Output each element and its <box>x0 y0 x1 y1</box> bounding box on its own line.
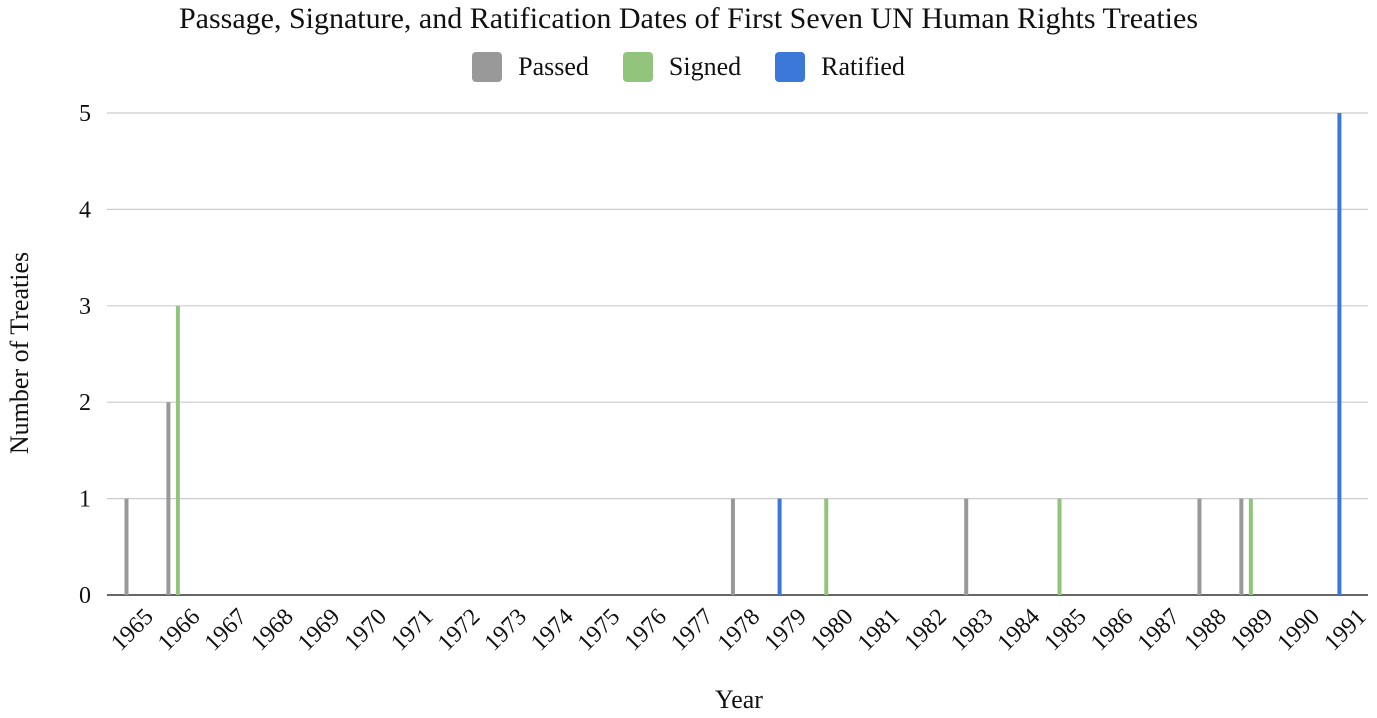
legend-label-ratified: Ratified <box>821 52 905 81</box>
x-tick-labels: 1965196619671968196919701971197219731974… <box>106 604 1371 656</box>
legend-item-passed[interactable]: Passed <box>472 52 589 82</box>
bar-passed-1989 <box>1239 498 1244 595</box>
bar-signed-1966 <box>175 305 180 595</box>
y-tick-labels: 0 1 2 3 4 5 <box>79 101 91 609</box>
x-tick-label: 1967 <box>200 604 252 656</box>
x-tick-label: 1985 <box>1039 604 1091 656</box>
x-tick-label: 1972 <box>433 604 485 656</box>
x-tick-label: 1981 <box>853 604 905 656</box>
legend-label-signed: Signed <box>668 52 742 81</box>
y-tick-label: 5 <box>79 101 91 127</box>
y-axis-title: Number of Treaties <box>5 252 34 454</box>
x-tick-label: 1990 <box>1273 604 1325 656</box>
x-tick-label: 1982 <box>899 604 951 656</box>
legend: Passed Signed Ratified <box>0 52 1377 82</box>
x-tick-label: 1988 <box>1179 604 1231 656</box>
x-tick-label: 1977 <box>666 604 718 656</box>
y-tick-label: 1 <box>79 487 91 513</box>
legend-item-ratified[interactable]: Ratified <box>775 52 905 82</box>
y-tick-label: 3 <box>79 294 91 320</box>
bar-passed-1988 <box>1197 498 1202 595</box>
bar-passed-1966 <box>166 402 171 595</box>
x-tick-label: 1974 <box>526 604 578 656</box>
x-tick-label: 1984 <box>993 604 1045 656</box>
x-tick-label: 1989 <box>1226 604 1278 656</box>
x-tick-label: 1970 <box>340 604 392 656</box>
x-tick-label: 1975 <box>573 604 625 656</box>
bar-passed-1978 <box>730 498 735 595</box>
bars <box>124 113 1342 595</box>
x-tick-label: 1983 <box>946 604 998 656</box>
x-tick-label: 1973 <box>480 604 532 656</box>
gridlines <box>107 112 1368 596</box>
bar-ratified-1979 <box>777 498 782 595</box>
x-tick-label: 1991 <box>1319 604 1371 656</box>
chart-title: Passage, Signature, and Ratification Dat… <box>178 2 1199 35</box>
x-tick-label: 1968 <box>246 604 298 656</box>
x-tick-label: 1969 <box>293 604 345 656</box>
x-tick-label: 1965 <box>106 604 158 656</box>
legend-swatch-passed <box>472 52 503 82</box>
y-tick-label: 2 <box>79 390 91 416</box>
bar-passed-1983 <box>964 498 969 595</box>
legend-swatch-signed <box>622 52 653 82</box>
legend-swatch-ratified <box>775 52 806 82</box>
y-tick-label: 4 <box>79 197 91 223</box>
legend-item-signed[interactable]: Signed <box>622 52 742 82</box>
x-axis-title: Year <box>715 685 763 714</box>
x-tick-label: 1976 <box>620 604 672 656</box>
bar-signed-1980 <box>824 498 829 595</box>
x-tick-label: 1979 <box>760 604 812 656</box>
legend-label-passed: Passed <box>518 52 589 81</box>
x-tick-label: 1966 <box>153 604 205 656</box>
bar-signed-1989 <box>1248 498 1253 595</box>
bar-ratified-1991 <box>1337 113 1342 595</box>
bar-signed-1985 <box>1057 498 1062 595</box>
y-tick-label: 0 <box>79 583 91 609</box>
x-tick-label: 1980 <box>806 604 858 656</box>
x-tick-label: 1987 <box>1133 604 1185 656</box>
bar-passed-1965 <box>124 498 129 595</box>
x-tick-label: 1971 <box>386 604 438 656</box>
x-tick-label: 1978 <box>713 604 765 656</box>
x-tick-label: 1986 <box>1086 604 1138 656</box>
